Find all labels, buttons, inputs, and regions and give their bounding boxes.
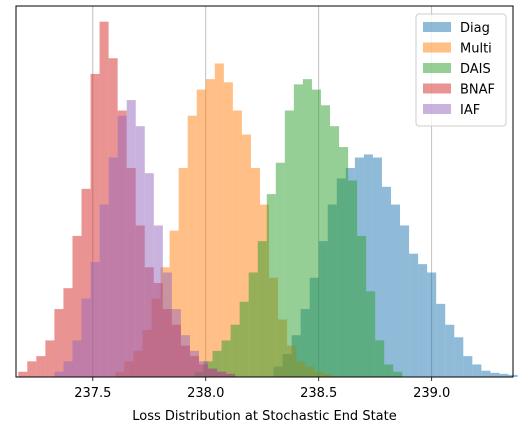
bar-iaf-3 bbox=[81, 298, 91, 377]
x-axis-label: Loss Distribution at Stochastic End Stat… bbox=[132, 409, 396, 424]
bar-dais-7 bbox=[257, 241, 267, 377]
legend-swatch-bnaf bbox=[423, 83, 451, 94]
bar-multi-11 bbox=[214, 63, 224, 377]
bar-iaf-0 bbox=[54, 371, 64, 377]
bar-iaf-19 bbox=[226, 373, 236, 377]
bar-dais-11 bbox=[293, 84, 303, 377]
bar-dais-12 bbox=[302, 79, 312, 377]
axes-frame bbox=[15, 5, 514, 378]
bar-dais-8 bbox=[266, 194, 276, 377]
bar-dais-10 bbox=[284, 110, 294, 377]
x-tick-label-3: 239.0 bbox=[413, 386, 450, 401]
bar-iaf-13 bbox=[171, 309, 181, 377]
legend-label-diag: Diag bbox=[460, 21, 490, 36]
bar-diag-24 bbox=[490, 372, 500, 377]
bar-iaf-1 bbox=[63, 361, 73, 377]
bar-diag-25 bbox=[499, 373, 509, 377]
bar-iaf-16 bbox=[198, 361, 209, 377]
bar-bnaf-9 bbox=[99, 21, 109, 377]
bar-diag-12 bbox=[381, 186, 392, 377]
legend-label-bnaf: BNAF bbox=[460, 83, 495, 98]
legend-swatch-iaf bbox=[423, 104, 451, 114]
bar-dais-19 bbox=[366, 291, 376, 377]
bar-iaf-11 bbox=[153, 225, 163, 377]
bar-diag-23 bbox=[481, 370, 491, 377]
bar-iaf-2 bbox=[72, 340, 82, 377]
bar-dais-13 bbox=[311, 89, 321, 377]
legend-label-multi: Multi bbox=[460, 42, 492, 57]
bar-bnaf-1 bbox=[27, 361, 37, 377]
legend-box bbox=[415, 13, 507, 127]
histogram-bars bbox=[18, 21, 518, 378]
x-tick-label-0: 237.5 bbox=[74, 386, 111, 401]
bar-dais-2 bbox=[212, 350, 222, 377]
bar-iaf-15 bbox=[189, 350, 199, 377]
bar-diag-21 bbox=[463, 356, 473, 377]
bar-dais-4 bbox=[230, 324, 240, 377]
bar-dais-6 bbox=[248, 272, 258, 377]
bar-iaf-5 bbox=[99, 204, 109, 377]
bar-iaf-12 bbox=[162, 272, 172, 377]
bar-multi-7 bbox=[178, 167, 188, 377]
bar-dais-9 bbox=[275, 162, 285, 377]
bar-iaf-14 bbox=[180, 335, 190, 377]
bar-multi-13 bbox=[232, 110, 242, 377]
bar-dais-22 bbox=[393, 371, 403, 377]
bar-iaf-9 bbox=[135, 126, 145, 377]
legend-label-iaf: IAF bbox=[460, 103, 480, 118]
bar-diag-15 bbox=[409, 253, 419, 377]
bar-diag-11 bbox=[372, 157, 382, 377]
series-dais bbox=[194, 79, 403, 378]
bar-diag-20 bbox=[454, 337, 464, 377]
bar-diag-19 bbox=[445, 324, 455, 377]
bar-iaf-17 bbox=[208, 368, 218, 377]
bar-bnaf-8 bbox=[90, 73, 100, 378]
bar-dais-18 bbox=[357, 235, 367, 377]
legend-swatch-diag bbox=[423, 22, 451, 32]
bar-iaf-7 bbox=[117, 115, 127, 377]
bar-dais-20 bbox=[375, 340, 385, 377]
bar-bnaf-0 bbox=[18, 371, 28, 377]
bar-diag-16 bbox=[418, 264, 428, 377]
bar-dais-16 bbox=[339, 147, 349, 377]
bar-bnaf-2 bbox=[36, 356, 46, 377]
bar-iaf-10 bbox=[144, 173, 154, 377]
bar-diag-17 bbox=[427, 272, 437, 377]
legend-swatch-dais bbox=[423, 63, 451, 73]
bar-multi-14 bbox=[241, 134, 251, 377]
bar-diag-14 bbox=[400, 225, 410, 377]
bar-dais-21 bbox=[384, 364, 394, 377]
bar-bnaf-3 bbox=[45, 340, 55, 377]
bar-bnaf-6 bbox=[72, 235, 82, 377]
bar-multi-6 bbox=[169, 230, 179, 377]
bar-iaf-18 bbox=[217, 371, 227, 377]
x-tick-label-2: 238.5 bbox=[300, 386, 337, 401]
bar-multi-12 bbox=[223, 82, 233, 378]
bar-diag-18 bbox=[436, 303, 446, 377]
bar-dais-14 bbox=[320, 105, 331, 378]
x-tick-label-1: 238.0 bbox=[187, 386, 224, 401]
legend: Diag Multi DAIS BNAF IAF bbox=[415, 13, 507, 127]
x-axis-ticks: 237.5 238.0 238.5 239.0 bbox=[74, 377, 450, 401]
bar-bnaf-7 bbox=[81, 188, 91, 377]
legend-label-dais: DAIS bbox=[460, 62, 491, 77]
bar-multi-8 bbox=[187, 115, 197, 377]
bar-multi-9 bbox=[196, 89, 206, 377]
legend-swatch-multi bbox=[423, 42, 451, 53]
bar-iaf-6 bbox=[108, 157, 118, 377]
bar-diag-22 bbox=[472, 364, 482, 377]
bar-bnaf-4 bbox=[54, 309, 64, 377]
bar-dais-15 bbox=[330, 126, 340, 377]
bar-bnaf-5 bbox=[63, 288, 73, 377]
bar-dais-5 bbox=[239, 301, 249, 377]
bar-dais-17 bbox=[348, 180, 358, 377]
bar-iaf-4 bbox=[90, 262, 100, 377]
series-iaf bbox=[54, 100, 236, 377]
bar-iaf-8 bbox=[126, 100, 136, 377]
bar-dais-3 bbox=[221, 340, 231, 377]
bar-diag-13 bbox=[391, 204, 401, 377]
bar-multi-10 bbox=[205, 79, 215, 377]
bar-diag-10 bbox=[363, 154, 373, 377]
